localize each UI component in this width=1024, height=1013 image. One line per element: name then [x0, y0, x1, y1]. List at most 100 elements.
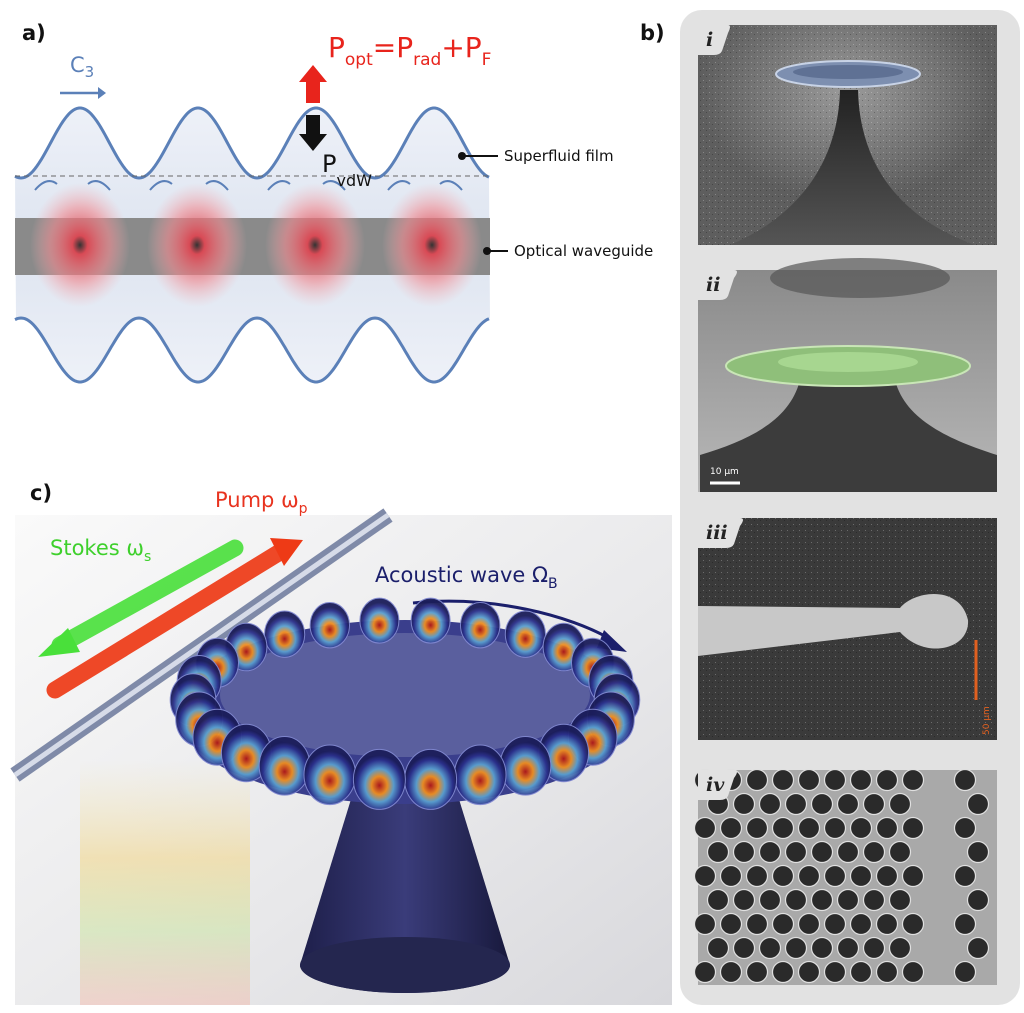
- air-hole: [901, 864, 925, 888]
- air-hole: [966, 888, 990, 912]
- film-label: Superfluid film: [504, 147, 614, 165]
- flow-arrow: [322, 180, 346, 191]
- microdisk-top: [793, 65, 903, 79]
- phonon-mode: [453, 744, 507, 806]
- disk-top: [220, 633, 590, 757]
- air-hole: [745, 816, 769, 840]
- air-hole: [784, 792, 808, 816]
- air-hole: [823, 912, 847, 936]
- air-hole: [693, 864, 717, 888]
- air-hole: [745, 960, 769, 984]
- air-hole: [836, 936, 860, 960]
- air-hole: [953, 912, 977, 936]
- image-tab: [698, 770, 737, 800]
- air-hole: [849, 768, 873, 792]
- image-tab: [698, 270, 737, 300]
- air-hole: [953, 816, 977, 840]
- air-hole: [966, 792, 990, 816]
- air-hole: [836, 792, 860, 816]
- phonon-mode: [499, 736, 552, 796]
- panel-label: c): [30, 481, 52, 505]
- air-hole: [888, 792, 912, 816]
- air-hole: [784, 936, 808, 960]
- image-label: iv: [706, 774, 725, 796]
- phonon-mode: [404, 748, 458, 810]
- air-hole: [875, 912, 899, 936]
- optical-mode: [30, 183, 130, 307]
- film-surface: [14, 106, 490, 180]
- stokes-label: Stokes ωs: [50, 536, 151, 565]
- air-hole: [693, 960, 717, 984]
- arrow: [98, 87, 106, 99]
- air-hole: [901, 912, 925, 936]
- air-hole: [862, 888, 886, 912]
- pedestal: [300, 770, 510, 993]
- air-hole: [771, 960, 795, 984]
- air-hole: [706, 936, 730, 960]
- film-surface: [14, 316, 490, 384]
- force-arrow: [299, 115, 327, 151]
- air-hole: [823, 864, 847, 888]
- air-hole: [901, 816, 925, 840]
- air-hole: [888, 936, 912, 960]
- air-hole: [771, 768, 795, 792]
- air-hole: [953, 768, 977, 792]
- image-tab: [698, 25, 730, 55]
- air-hole: [771, 912, 795, 936]
- air-hole: [875, 864, 899, 888]
- optical-mode: [147, 183, 247, 307]
- air-hole: [758, 888, 782, 912]
- pump-beam: [46, 543, 289, 699]
- optical-fiber: [698, 594, 969, 656]
- air-hole: [758, 936, 782, 960]
- pedestal-base: [300, 937, 510, 993]
- stokes-arrowhead: [38, 628, 80, 657]
- flow-arrow: [87, 180, 111, 191]
- air-hole: [862, 936, 886, 960]
- flow-arrow: [205, 180, 229, 191]
- phonon-mode: [303, 744, 357, 806]
- air-hole: [797, 960, 821, 984]
- pillar: [730, 90, 975, 245]
- air-hole: [719, 960, 743, 984]
- air-hole: [810, 888, 834, 912]
- air-hole: [901, 768, 925, 792]
- phonon-mode: [309, 602, 350, 649]
- air-hole: [719, 912, 743, 936]
- phonon-mode: [359, 597, 400, 644]
- panel-label: a): [22, 21, 46, 45]
- air-hole: [745, 768, 769, 792]
- air-hole: [745, 864, 769, 888]
- air-hole: [810, 936, 834, 960]
- image-label: ii: [706, 274, 720, 296]
- air-hole: [771, 864, 795, 888]
- phonon-mode: [352, 748, 406, 810]
- force-equation: Popt=Prad+PF: [328, 31, 491, 70]
- air-hole: [810, 840, 834, 864]
- light-scatter: [80, 760, 250, 1005]
- air-hole: [719, 816, 743, 840]
- air-hole: [797, 912, 821, 936]
- phonon-mode: [264, 610, 306, 658]
- scale-bar-label: 10 µm: [710, 467, 739, 477]
- air-hole: [693, 816, 717, 840]
- optical-mode: [382, 183, 482, 307]
- air-hole: [758, 840, 782, 864]
- air-hole: [849, 864, 873, 888]
- air-hole: [797, 864, 821, 888]
- air-hole: [758, 792, 782, 816]
- air-hole: [875, 816, 899, 840]
- fiber-highlight: [13, 512, 390, 778]
- flow-arrow: [387, 180, 411, 191]
- air-hole: [875, 768, 899, 792]
- air-hole: [784, 840, 808, 864]
- air-hole: [888, 840, 912, 864]
- pump-arrowhead: [270, 538, 303, 566]
- phonon-mode: [504, 610, 547, 658]
- air-hole: [966, 840, 990, 864]
- shadow: [770, 258, 950, 298]
- air-hole: [901, 960, 925, 984]
- flow-arrow: [267, 180, 291, 191]
- image-label: iii: [706, 522, 728, 544]
